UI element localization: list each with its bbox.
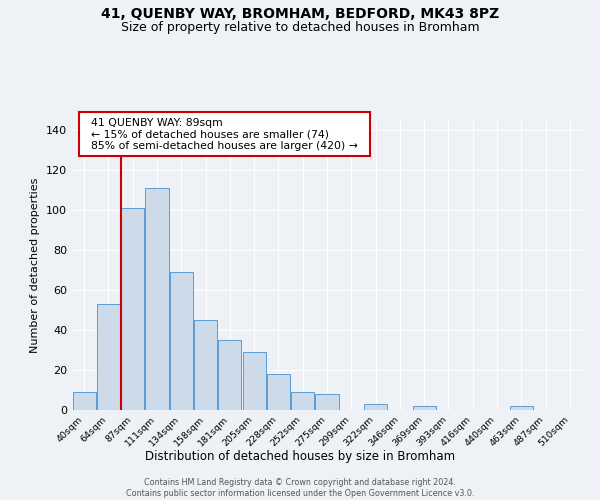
Bar [316, 394, 338, 410]
Text: Contains HM Land Registry data © Crown copyright and database right 2024.
Contai: Contains HM Land Registry data © Crown c… [126, 478, 474, 498]
Bar [218, 340, 241, 410]
Bar [364, 404, 387, 410]
Bar [97, 304, 120, 410]
Text: Distribution of detached houses by size in Bromham: Distribution of detached houses by size … [145, 450, 455, 463]
Text: 41, QUENBY WAY, BROMHAM, BEDFORD, MK43 8PZ: 41, QUENBY WAY, BROMHAM, BEDFORD, MK43 8… [101, 8, 499, 22]
Text: Size of property relative to detached houses in Bromham: Size of property relative to detached ho… [121, 21, 479, 34]
Bar [121, 208, 144, 410]
Bar [413, 406, 436, 410]
Bar [194, 320, 217, 410]
Y-axis label: Number of detached properties: Number of detached properties [31, 178, 40, 352]
Bar [242, 352, 266, 410]
Bar [267, 374, 290, 410]
Bar [170, 272, 193, 410]
Bar [73, 392, 95, 410]
Bar [510, 406, 533, 410]
Text: 41 QUENBY WAY: 89sqm
  ← 15% of detached houses are smaller (74)
  85% of semi-d: 41 QUENBY WAY: 89sqm ← 15% of detached h… [84, 118, 365, 150]
Bar [291, 392, 314, 410]
Bar [145, 188, 169, 410]
